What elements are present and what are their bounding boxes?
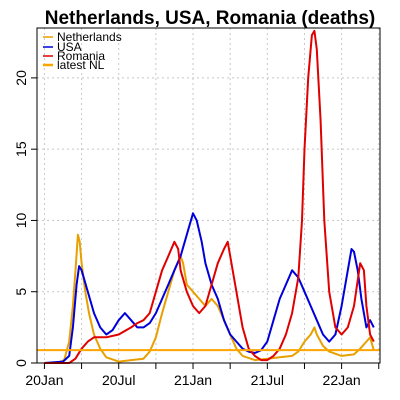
legend-label-romania: Romania [57, 49, 105, 63]
y-tick-label: 10 [13, 212, 29, 228]
y-tick-label: 0 [13, 359, 29, 367]
chart-title: Netherlands, USA, Romania (deaths) [45, 8, 375, 29]
axes: 20Jan 20Jul 21Jan 21Jul 22Jan 0 5 10 15 20 [13, 70, 380, 388]
legend-label-netherlands: Netherlands [57, 30, 122, 44]
y-tick-label: 20 [13, 70, 29, 86]
legend-label-usa: USA [57, 40, 82, 54]
y-tick-label: 5 [13, 288, 29, 296]
series-line-usa [44, 212, 375, 364]
grid [37, 28, 380, 364]
series-lines [37, 29, 380, 364]
x-tick-label: 20Jan [25, 372, 63, 388]
plot-frame [36, 27, 381, 364]
x-tick-label: 20Jul [102, 372, 135, 388]
series-line-netherlands [44, 233, 375, 364]
x-tick-label: 21Jul [251, 372, 284, 388]
x-tick-label: 21Jan [174, 372, 212, 388]
legend: Netherlands USA Romania latest NL [43, 30, 122, 72]
y-tick-label: 15 [13, 141, 29, 157]
x-tick-label: 22Jan [323, 372, 361, 388]
series-line-romania [44, 29, 375, 364]
legend-label-latest-nl: latest NL [57, 58, 105, 72]
